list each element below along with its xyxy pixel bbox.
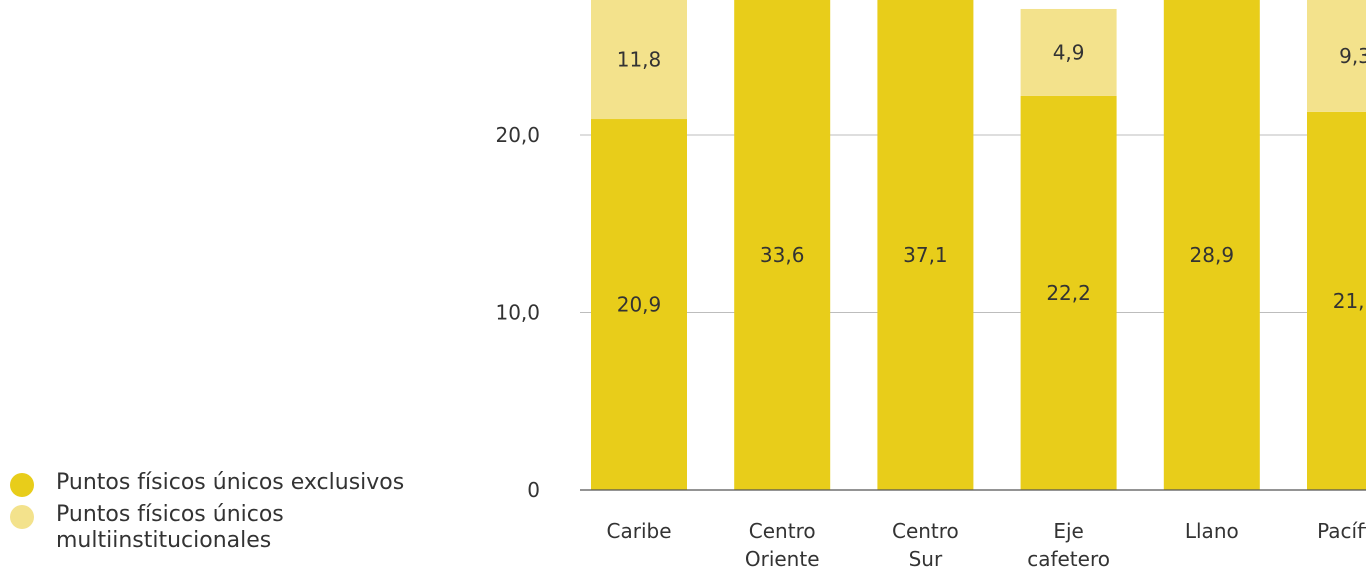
data-label-exclusive: 21,3 [1333, 289, 1366, 313]
legend-item-multi: Puntos físicos únicos multiinstitucional… [10, 502, 456, 554]
x-tick-label-line: Centro [749, 519, 816, 543]
y-tick-label: 0 [527, 478, 540, 502]
x-tick-label-line: Llano [1185, 519, 1239, 543]
axes: 0 10,0 20,0 Caribe Centro Oriente Centro Sur Eje… [495, 123, 1366, 569]
legend-swatch-multi [10, 505, 34, 529]
x-tick-label-line: Pacífico [1317, 519, 1366, 543]
bar-multi [1307, 0, 1366, 112]
data-label-multi: 11,8 [617, 48, 662, 72]
legend: Puntos físicos únicos exclusivos Puntos … [10, 470, 456, 560]
data-label-exclusive: 28,9 [1190, 243, 1235, 267]
bars [591, 0, 1366, 491]
x-tick-label: Centro Oriente [745, 519, 820, 569]
y-tick-label: 20,0 [495, 123, 540, 147]
data-label-multi: 9,3 [1339, 44, 1366, 68]
x-tick-label-line: Caribe [607, 519, 672, 543]
bar-exclusive [1307, 111, 1366, 491]
legend-swatch-exclusive [10, 473, 34, 497]
data-label-multi: 4,9 [1053, 40, 1085, 64]
x-tick-label: Centro Sur [892, 519, 959, 569]
bar-exclusive [1020, 95, 1117, 490]
bar-exclusive [591, 119, 687, 491]
data-label-exclusive: 37,1 [903, 243, 948, 267]
data-labels: 20,9 11,8 33,6 37,1 22,2 4,9 28,9 21,3 9,3 [617, 40, 1366, 316]
x-tick-label-line: Eje [1053, 519, 1084, 543]
data-label-exclusive: 22,2 [1046, 281, 1091, 305]
x-tick-label: Eje cafetero [1027, 519, 1110, 569]
x-tick-label: Llano [1185, 519, 1239, 543]
x-tick-label-line: Centro [892, 519, 959, 543]
bar-exclusive [734, 0, 831, 491]
legend-label-multi: Puntos físicos únicos multiinstitucional… [56, 502, 284, 553]
legend-item-exclusive: Puntos físicos únicos exclusivos [10, 470, 456, 497]
bar-multi [1020, 8, 1117, 96]
y-tick-label: 10,0 [495, 301, 540, 325]
bar-exclusive [877, 0, 974, 491]
x-tick-label: Pacífico [1317, 519, 1366, 543]
x-tick-label-line: Oriente [745, 547, 820, 569]
data-label-exclusive: 33,6 [760, 243, 805, 267]
x-tick-label: Caribe [607, 519, 672, 543]
data-label-exclusive: 20,9 [617, 293, 662, 317]
x-tick-label-line: Sur [909, 547, 943, 569]
bar-multi [591, 0, 687, 120]
legend-label-exclusive: Puntos físicos únicos exclusivos [56, 470, 405, 495]
x-tick-label-line: cafetero [1027, 547, 1110, 569]
bar-exclusive [1163, 0, 1260, 490]
